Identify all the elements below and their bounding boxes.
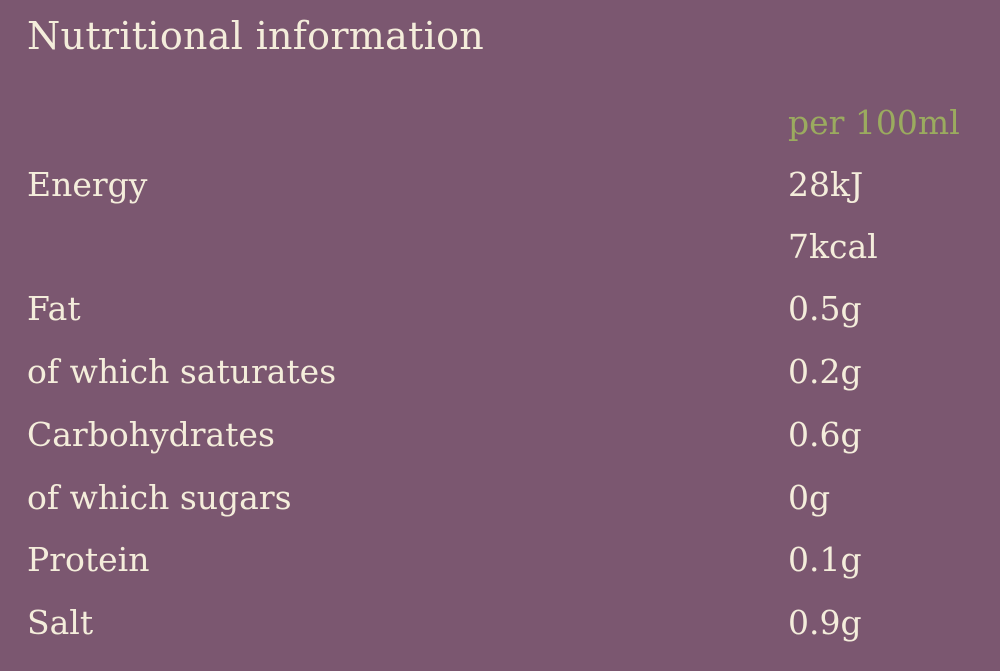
table-row: 7kcal (0, 227, 1000, 289)
table-row: Salt 0.9g (0, 603, 1000, 665)
nutrient-value: 7kcal (788, 227, 878, 266)
nutrient-value: 0.9g (788, 603, 862, 642)
nutrient-value: 0g (788, 478, 831, 517)
nutrient-label: Fat (27, 289, 81, 328)
table-header-row: per 100ml (0, 103, 1000, 165)
nutrient-value: 0.5g (788, 289, 862, 328)
nutrient-label: Protein (27, 540, 150, 579)
nutrient-label: Salt (27, 603, 94, 642)
nutrient-label: of which saturates (27, 352, 337, 391)
table-row: of which saturates 0.2g (0, 352, 1000, 414)
page-title: Nutritional information (27, 14, 485, 58)
nutrient-label: Carbohydrates (27, 415, 275, 454)
nutrient-value: 28kJ (788, 165, 864, 204)
nutrient-label: Energy (27, 165, 148, 204)
table-row: Fat 0.5g (0, 289, 1000, 351)
table-row: of which sugars 0g (0, 478, 1000, 540)
nutrient-label: of which sugars (27, 478, 292, 517)
column-header: per 100ml (788, 103, 960, 142)
nutrient-value: 0.2g (788, 352, 862, 391)
table-row: Carbohydrates 0.6g (0, 415, 1000, 477)
nutrient-value: 0.1g (788, 540, 862, 579)
table-row: Protein 0.1g (0, 540, 1000, 602)
nutrient-value: 0.6g (788, 415, 862, 454)
table-row: Energy 28kJ (0, 165, 1000, 227)
